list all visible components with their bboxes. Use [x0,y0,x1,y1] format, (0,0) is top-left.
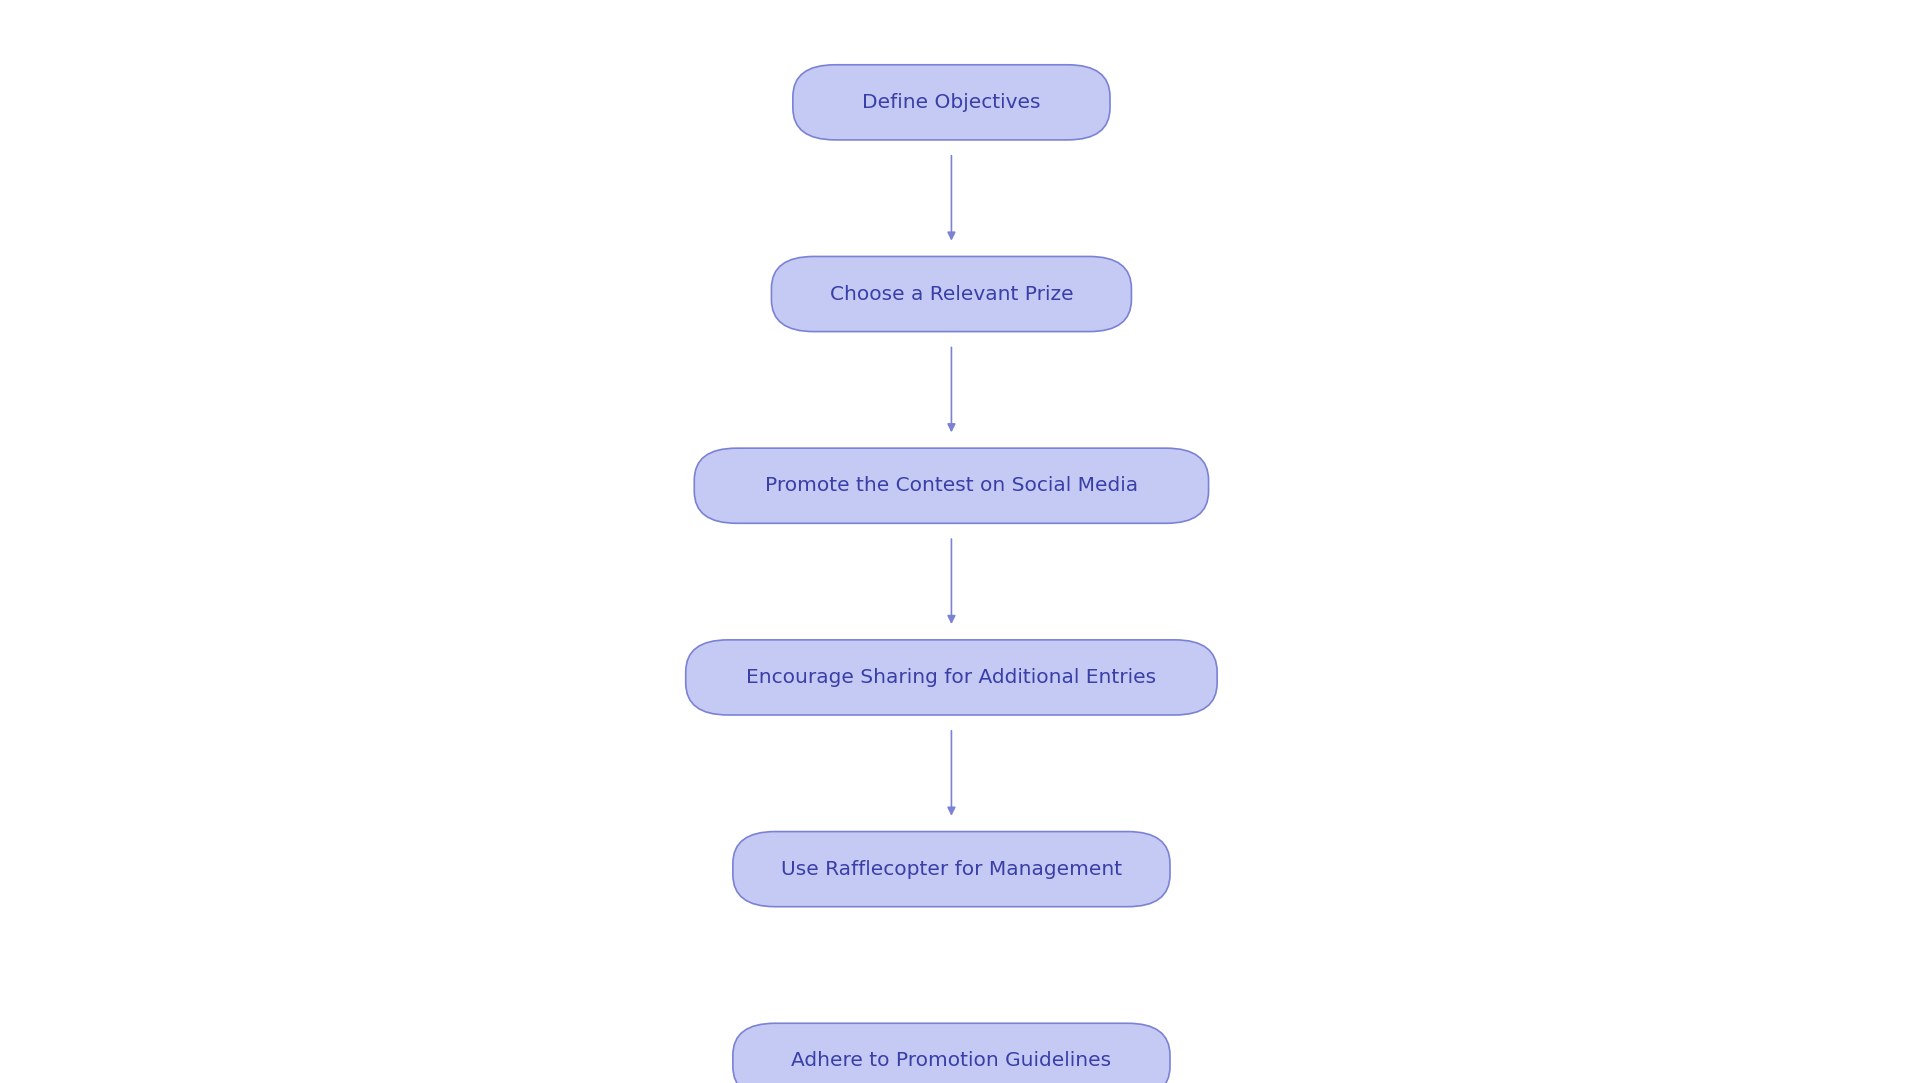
Text: Promote the Contest on Social Media: Promote the Contest on Social Media [764,477,1139,495]
FancyBboxPatch shape [733,1023,1169,1083]
FancyBboxPatch shape [685,640,1217,715]
Text: Adhere to Promotion Guidelines: Adhere to Promotion Guidelines [791,1052,1112,1070]
Text: Define Objectives: Define Objectives [862,93,1041,112]
Text: Choose a Relevant Prize: Choose a Relevant Prize [829,285,1073,303]
FancyBboxPatch shape [733,832,1169,906]
FancyBboxPatch shape [695,448,1208,523]
FancyBboxPatch shape [793,65,1110,140]
Text: Encourage Sharing for Additional Entries: Encourage Sharing for Additional Entries [747,668,1156,687]
Text: Use Rafflecopter for Management: Use Rafflecopter for Management [781,860,1121,878]
FancyBboxPatch shape [772,257,1131,331]
